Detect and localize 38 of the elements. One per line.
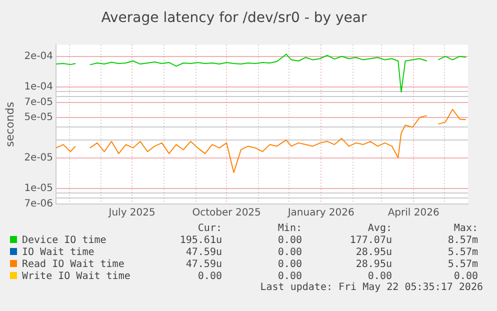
text: 28.95u [354, 258, 392, 270]
text: 0.00 [452, 270, 478, 282]
text: Max: [452, 222, 478, 234]
text: 0.00 [366, 270, 392, 282]
y-tick-label: 2e-04 [24, 50, 54, 62]
text: 0.00 [276, 258, 302, 270]
x-tick-label: July 2025 [108, 208, 156, 219]
y-tick-label: 7e-05 [24, 97, 54, 108]
legend-label: Device IO time [21, 234, 108, 246]
y-axis-title: seconds [3, 102, 16, 147]
x-tick-label: January 2026 [286, 208, 354, 219]
text: 195.61u [178, 234, 222, 246]
x-tick-label: October 2025 [192, 208, 261, 219]
text: 28.95u [354, 246, 392, 258]
text: 5.57m [446, 246, 478, 258]
text: Last update: Fri May 22 05:35:17 2026 [259, 282, 484, 293]
y-tick-label: 1e-04 [24, 81, 54, 92]
y-tick-label: 5e-05 [24, 112, 54, 124]
text: 0.00 [196, 270, 222, 282]
y-tick-label: 1e-05 [24, 182, 54, 194]
text: 0.00 [276, 270, 302, 282]
text: 5.57m [446, 258, 478, 270]
text: Min: [276, 222, 302, 234]
text: 47.59u [184, 246, 222, 258]
text: Cur: [196, 222, 222, 234]
text: Avg: [366, 222, 392, 234]
chart-title: Average latency for /dev/sr0 - by year [101, 10, 367, 26]
text: 47.59u [184, 258, 222, 270]
x-tick-label: April 2026 [388, 208, 440, 219]
text: 177.07u [348, 234, 392, 246]
legend-label: IO Wait time [21, 246, 96, 258]
y-tick-label: 7e-06 [24, 198, 54, 210]
y-tick-label: 2e-05 [24, 152, 54, 164]
text: 0.00 [276, 234, 302, 246]
text: 8.57m [446, 234, 478, 246]
text: 0.00 [276, 246, 302, 258]
legend-label: Write IO Wait time [21, 270, 132, 282]
legend-label: Read IO Wait time [21, 258, 126, 270]
